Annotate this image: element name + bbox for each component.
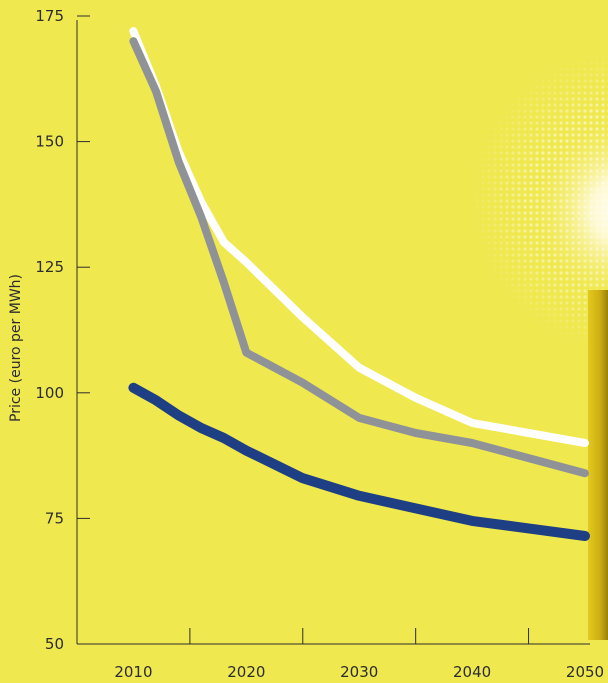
series-line-2	[129, 37, 589, 478]
x-tick-label: 2050	[566, 663, 604, 681]
series-line-3	[128, 382, 590, 541]
y-tick-label: 50	[45, 635, 64, 653]
y-tick-label: 175	[35, 7, 64, 25]
series-group	[128, 27, 590, 541]
x-tick-label: 2020	[227, 663, 265, 681]
y-tick-label: 75	[45, 509, 64, 527]
x-tick-label: 2010	[114, 663, 152, 681]
axes	[76, 20, 590, 645]
x-tick-label: 2030	[340, 663, 378, 681]
y-tick-label: 100	[35, 384, 64, 402]
y-tick-label: 150	[35, 133, 64, 151]
y-axis-title: Price (euro per MWh)	[8, 274, 24, 422]
y-tick-label: 125	[35, 258, 64, 276]
x-tick-label: 2040	[453, 663, 491, 681]
y-ticks: 50 75 100 125 150 175	[35, 7, 90, 653]
decorative-sun-glow	[470, 50, 608, 640]
x-ticks: 2010 2020 2030 2040 2050	[114, 628, 604, 681]
